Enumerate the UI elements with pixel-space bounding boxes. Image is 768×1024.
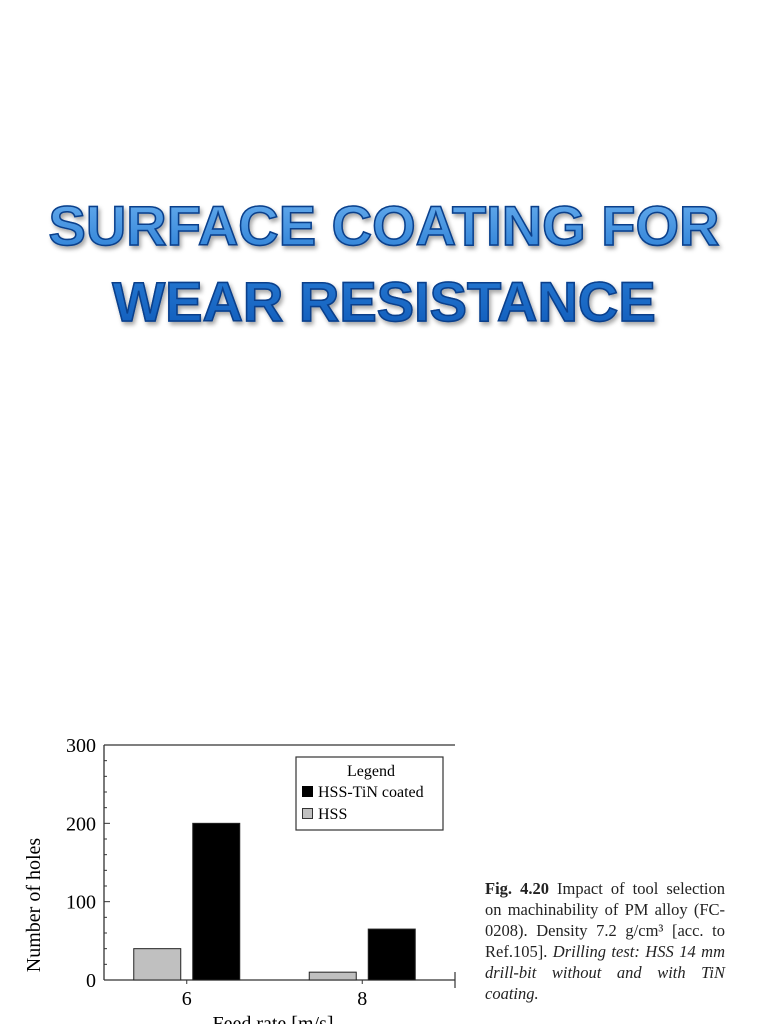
y-tick-label: 300 [66,735,96,757]
title-line-2: WEAR RESISTANCE [112,269,657,334]
bar-hss-8 [308,971,357,981]
legend-label-coated: HSS-TiN coated [318,784,424,801]
legend-swatch-coated [302,786,313,797]
legend: Legend HSS-TiN coated HSS [295,756,444,831]
y-tick-label: 0 [86,970,96,992]
legend-label-hss: HSS [318,806,347,823]
figure-caption: Fig. 4.20 Impact of tool selection on ma… [485,878,725,1004]
x-axis-label: Feed rate [m/s] [212,1013,333,1024]
slide-title: SURFACE COATING FOR WEAR RESISTANCE [0,188,768,340]
caption-italic-text: Drilling test: HSS 14 mm drill-bit witho… [485,942,725,1003]
x-tick-label: 6 [182,988,192,1010]
legend-title: Legend [347,763,395,780]
y-axis-label: Number of holes [23,838,45,973]
y-tick-label: 100 [66,892,96,914]
caption-text: Impact of tool selection on machinabilit… [485,879,725,961]
legend-swatch-hss [302,808,313,819]
bar-hss-tin-coated-8 [367,928,416,981]
figure-label: Fig. 4.20 [485,879,549,898]
x-tick-label: 8 [357,988,367,1010]
title-line-1: SURFACE COATING FOR [48,193,720,258]
y-tick-label: 200 [66,813,96,835]
bar-hss-6 [133,948,182,981]
bar-hss-tin-coated-6 [192,822,241,981]
